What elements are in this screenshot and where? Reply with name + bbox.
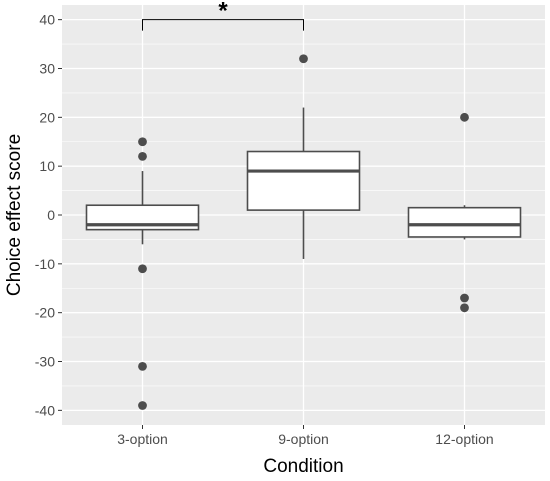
outlier-point	[460, 293, 469, 303]
y-tick-label: -40	[35, 402, 55, 418]
box-12-option	[407, 112, 522, 313]
x-tick-label: 3-option	[117, 431, 168, 447]
y-tick-label: 30	[39, 60, 55, 76]
outlier-point	[299, 54, 308, 64]
y-tick-label: -20	[35, 305, 55, 321]
outlier-point	[138, 264, 147, 274]
y-tick-label: -30	[35, 354, 55, 370]
x-axis: 3-option 9-option 12-option	[117, 425, 494, 447]
outlier-point	[138, 151, 147, 161]
outlier-point	[138, 361, 147, 371]
y-tick-label: -10	[35, 256, 55, 272]
y-tick-label: 10	[39, 158, 55, 174]
y-axis: -40 -30 -20 -10 0 10 20 30 40	[35, 12, 62, 418]
box-9-option	[246, 54, 361, 259]
x-tick-label: 9-option	[278, 431, 329, 447]
significance-label: *	[218, 0, 228, 25]
y-axis-title: Choice effect score	[4, 134, 25, 296]
y-tick-label: 40	[39, 12, 55, 28]
significance-bracket	[142, 19, 304, 31]
y-tick-label: 20	[39, 109, 55, 125]
box-3-option	[85, 137, 200, 410]
x-axis-title: Condition	[263, 456, 343, 477]
outlier-point	[460, 112, 469, 122]
box-iqr	[246, 150, 361, 211]
box-layer	[85, 54, 522, 410]
x-tick-label: 12-option	[435, 431, 493, 447]
outlier-point	[460, 303, 469, 313]
annotation-layer: *	[142, 0, 304, 31]
box-iqr	[407, 206, 522, 238]
outlier-point	[138, 401, 147, 410]
y-tick-label: 0	[47, 207, 55, 223]
outlier-point	[138, 137, 147, 147]
